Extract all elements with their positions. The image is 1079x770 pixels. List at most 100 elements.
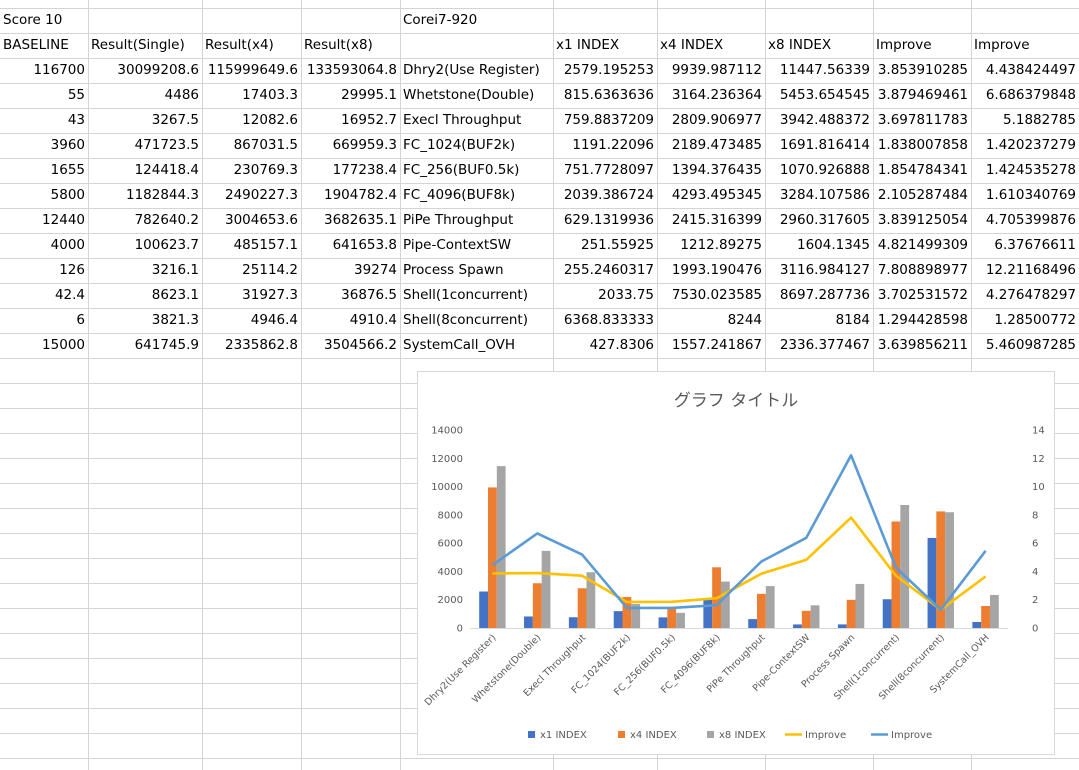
number-cell[interactable]: 1691.816414 bbox=[779, 137, 870, 153]
number-cell[interactable]: 4.438424497 bbox=[985, 62, 1076, 78]
legend-label[interactable]: x1 INDEX bbox=[540, 730, 587, 741]
bar-x1-index[interactable] bbox=[882, 599, 892, 628]
number-cell[interactable]: 4.705399876 bbox=[985, 212, 1076, 228]
row-label-cell[interactable]: Shell(8concurrent) bbox=[403, 312, 528, 328]
number-cell[interactable]: 2033.75 bbox=[598, 287, 654, 303]
number-cell[interactable]: 5.1882785 bbox=[1002, 112, 1076, 128]
header-cell[interactable]: Improve bbox=[974, 37, 1030, 53]
legend-label[interactable]: x8 INDEX bbox=[719, 730, 766, 741]
number-cell[interactable]: 3942.488372 bbox=[779, 112, 870, 128]
bar-x8-index[interactable] bbox=[900, 504, 910, 628]
bar-x4-index[interactable] bbox=[936, 511, 946, 628]
bar-x1-index[interactable] bbox=[524, 616, 533, 628]
bar-x8-index[interactable] bbox=[945, 512, 954, 628]
number-cell[interactable]: 1191.22096 bbox=[572, 137, 654, 153]
number-cell[interactable]: 1.420237279 bbox=[985, 137, 1076, 153]
number-cell[interactable]: 1070.926888 bbox=[779, 162, 870, 178]
number-cell[interactable]: 7.808898977 bbox=[877, 262, 968, 278]
number-cell[interactable]: 759.8837209 bbox=[563, 112, 654, 128]
number-cell[interactable]: 30099208.6 bbox=[117, 62, 199, 78]
number-cell[interactable]: 3004653.6 bbox=[224, 212, 298, 228]
number-cell[interactable]: 5453.654545 bbox=[779, 87, 870, 103]
number-cell[interactable]: 6 bbox=[76, 312, 85, 328]
number-cell[interactable]: 1.28500772 bbox=[994, 312, 1076, 328]
header-cell[interactable]: x4 INDEX bbox=[660, 37, 724, 53]
line-improve-1[interactable] bbox=[492, 516, 987, 611]
number-cell[interactable]: 1604.1345 bbox=[796, 237, 870, 253]
bar-x1-index[interactable] bbox=[479, 591, 489, 628]
number-cell[interactable]: 2579.195253 bbox=[563, 62, 654, 78]
legend-label[interactable]: x4 INDEX bbox=[630, 730, 677, 741]
number-cell[interactable]: 815.6363636 bbox=[563, 87, 654, 103]
number-cell[interactable]: 255.2460317 bbox=[563, 262, 654, 278]
number-cell[interactable]: 1394.376435 bbox=[671, 162, 762, 178]
header-cell[interactable]: x8 INDEX bbox=[768, 37, 832, 53]
number-cell[interactable]: 427.8306 bbox=[589, 337, 654, 353]
number-cell[interactable]: 629.1319936 bbox=[563, 212, 654, 228]
cell-score-label[interactable]: Score 10 bbox=[3, 12, 63, 28]
row-label-cell[interactable]: PiPe Throughput bbox=[403, 212, 514, 228]
number-cell[interactable]: 230769.3 bbox=[233, 162, 298, 178]
bar-x8-index[interactable] bbox=[586, 572, 596, 628]
bar-x4-index[interactable] bbox=[532, 583, 542, 628]
number-cell[interactable]: 36876.5 bbox=[341, 287, 397, 303]
row-label-cell[interactable]: Dhry2(Use Register) bbox=[403, 62, 540, 78]
header-cell[interactable]: Result(x8) bbox=[304, 37, 373, 53]
number-cell[interactable]: 3504566.2 bbox=[323, 337, 397, 353]
number-cell[interactable]: 251.55925 bbox=[580, 237, 654, 253]
bar-x1-index[interactable] bbox=[613, 611, 623, 628]
number-cell[interactable]: 4000 bbox=[50, 237, 85, 253]
number-cell[interactable]: 29995.1 bbox=[341, 87, 397, 103]
header-cell[interactable]: x1 INDEX bbox=[556, 37, 620, 53]
number-cell[interactable]: 867031.5 bbox=[233, 137, 298, 153]
number-cell[interactable]: 3.853910285 bbox=[877, 62, 968, 78]
row-label-cell[interactable]: SystemCall_OVH bbox=[403, 337, 516, 353]
row-label-cell[interactable]: Shell(1concurrent) bbox=[403, 287, 528, 303]
number-cell[interactable]: 4910.4 bbox=[349, 312, 397, 328]
number-cell[interactable]: 3116.984127 bbox=[779, 262, 870, 278]
header-cell[interactable]: Improve bbox=[876, 37, 932, 53]
number-cell[interactable]: 6.37676611 bbox=[994, 237, 1076, 253]
bar-x4-index[interactable] bbox=[981, 605, 990, 628]
number-cell[interactable]: 1.610340769 bbox=[985, 187, 1076, 203]
bar-x1-index[interactable] bbox=[793, 624, 802, 628]
number-cell[interactable]: 8244 bbox=[727, 312, 762, 328]
number-cell[interactable]: 12.21168496 bbox=[985, 262, 1076, 278]
number-cell[interactable]: 2415.316399 bbox=[671, 212, 762, 228]
number-cell[interactable]: 2960.317605 bbox=[779, 212, 870, 228]
bar-x4-index[interactable] bbox=[757, 593, 766, 628]
number-cell[interactable]: 55 bbox=[67, 87, 85, 103]
bar-x1-index[interactable] bbox=[568, 617, 578, 628]
number-cell[interactable]: 2039.386724 bbox=[563, 187, 654, 203]
number-cell[interactable]: 124418.4 bbox=[134, 162, 199, 178]
number-cell[interactable]: 8697.287736 bbox=[779, 287, 870, 303]
number-cell[interactable]: 9939.987112 bbox=[671, 62, 762, 78]
bar-x8-index[interactable] bbox=[631, 604, 641, 628]
number-cell[interactable]: 2.105287484 bbox=[877, 187, 968, 203]
row-label-cell[interactable]: Process Spawn bbox=[403, 262, 504, 278]
number-cell[interactable]: 15000 bbox=[42, 337, 85, 353]
number-cell[interactable]: 2490227.3 bbox=[224, 187, 298, 203]
number-cell[interactable]: 3284.107586 bbox=[779, 187, 870, 203]
number-cell[interactable]: 4.276478297 bbox=[985, 287, 1076, 303]
number-cell[interactable]: 31927.3 bbox=[242, 287, 298, 303]
bar-x4-index[interactable] bbox=[577, 588, 587, 628]
number-cell[interactable]: 4946.4 bbox=[250, 312, 298, 328]
bar-x4-index[interactable] bbox=[846, 599, 856, 628]
number-cell[interactable]: 751.7728097 bbox=[563, 162, 654, 178]
bar-x4-index[interactable] bbox=[667, 608, 677, 628]
bar-x1-index[interactable] bbox=[837, 624, 847, 628]
number-cell[interactable]: 39274 bbox=[354, 262, 397, 278]
number-cell[interactable]: 4486 bbox=[164, 87, 199, 103]
number-cell[interactable]: 133593064.8 bbox=[306, 62, 397, 78]
number-cell[interactable]: 115999649.6 bbox=[207, 62, 298, 78]
number-cell[interactable]: 641745.9 bbox=[134, 337, 199, 353]
number-cell[interactable]: 669959.3 bbox=[332, 137, 397, 153]
number-cell[interactable]: 43 bbox=[67, 112, 85, 128]
number-cell[interactable]: 3.702531572 bbox=[877, 287, 968, 303]
number-cell[interactable]: 485157.1 bbox=[233, 237, 298, 253]
number-cell[interactable]: 5800 bbox=[50, 187, 85, 203]
line-improve-2[interactable] bbox=[491, 454, 987, 612]
number-cell[interactable]: 4293.495345 bbox=[671, 187, 762, 203]
number-cell[interactable]: 3.639856211 bbox=[877, 337, 968, 353]
